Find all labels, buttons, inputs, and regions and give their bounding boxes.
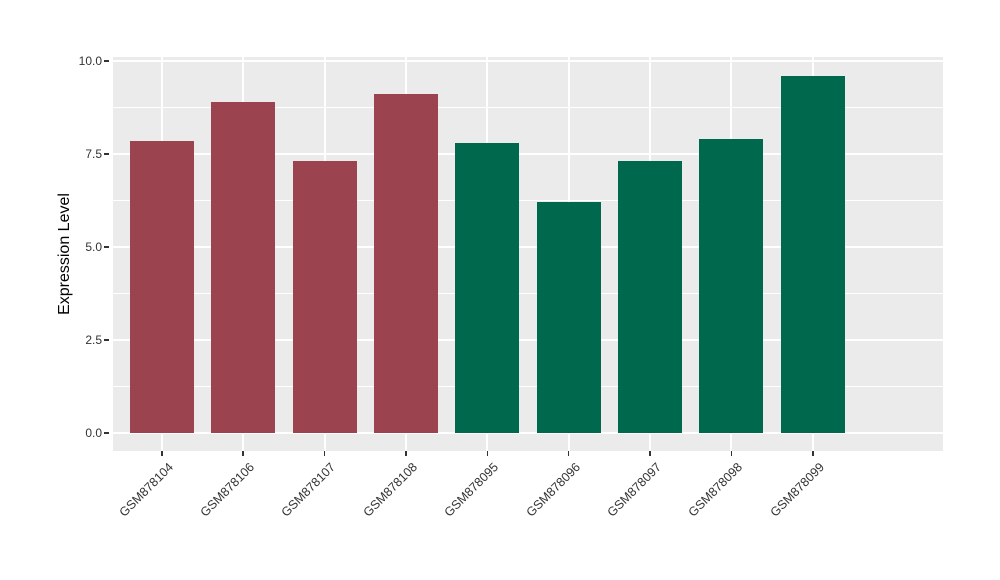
y-tick-label: 7.5 [85,147,102,161]
bar [292,161,357,433]
major-gridline [113,432,943,434]
minor-gridline [113,293,943,294]
x-tick-label: GSM878097 [604,460,664,520]
y-tick-mark [104,246,109,248]
y-tick-mark [104,153,109,155]
x-tick-mark [730,451,733,456]
major-gridline [113,339,943,341]
minor-gridline [113,386,943,387]
major-gridline [113,246,943,248]
bar [536,202,601,433]
y-tick-label: 10.0 [78,54,102,68]
bar [618,161,683,433]
x-tick-mark [405,451,407,456]
y-tick-mark [104,60,109,62]
y-tick-mark [104,339,109,341]
y-tick-label: 5.0 [85,240,102,254]
major-gridline [113,60,943,62]
bar [780,75,845,433]
minor-gridline [113,107,943,108]
x-tick-mark [242,451,244,456]
minor-gridline [113,200,943,201]
x-tick-label: GSM878104 [116,460,176,520]
x-tick-label: GSM878107 [278,460,339,520]
bar [373,94,438,433]
x-tick-label: GSM878106 [197,460,258,520]
x-tick-label: GSM878095 [441,460,502,520]
bar [699,139,764,433]
x-tick-mark [486,451,489,456]
y-tick-label: 2.5 [85,333,102,347]
x-tick-mark [649,451,651,456]
bar [211,101,276,433]
x-tick-label: GSM878096 [523,460,583,520]
x-tick-mark [323,451,326,456]
bar [129,140,194,433]
y-tick-mark [104,432,109,434]
x-tick-label: GSM878098 [685,460,746,520]
plot-panel [113,57,943,451]
x-tick-mark [161,451,163,456]
x-tick-label: GSM878108 [360,460,420,520]
major-gridline [113,153,943,155]
x-tick-mark [567,451,570,456]
x-tick-mark [812,451,814,456]
x-tick-label: GSM878099 [767,460,827,520]
y-tick-label: 0.0 [85,426,102,440]
bar [455,142,520,433]
